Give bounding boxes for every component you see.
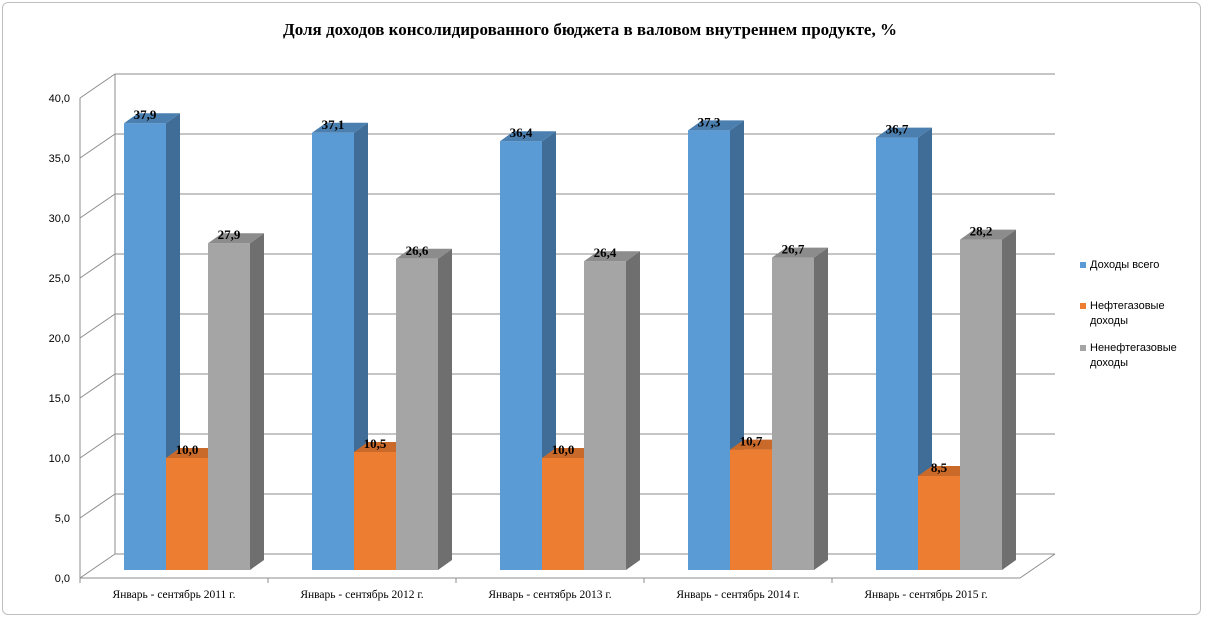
y-tick-label: 0,0 xyxy=(55,573,70,585)
x-tick-label: Январь - сентябрь 2011 г. xyxy=(113,589,236,601)
bar-side xyxy=(814,247,828,570)
gridline-diagonal xyxy=(79,73,116,99)
data-label: 10,0 xyxy=(552,442,575,457)
data-label: 10,5 xyxy=(364,436,387,451)
data-label: 28,2 xyxy=(970,224,993,239)
bar-side xyxy=(626,251,640,570)
y-tick-label: 40,0 xyxy=(49,93,70,105)
data-label: 36,4 xyxy=(510,125,533,140)
data-label: 26,4 xyxy=(594,245,617,260)
bar-top xyxy=(960,229,1016,240)
bar-front xyxy=(500,141,542,570)
bar-front xyxy=(166,458,208,570)
bar-front xyxy=(584,261,626,570)
y-tick-label: 10,0 xyxy=(49,453,70,465)
y-tick-label: 20,0 xyxy=(49,333,70,345)
data-label: 10,7 xyxy=(740,434,763,449)
gridline-diagonal xyxy=(79,253,116,279)
data-label: 26,6 xyxy=(406,243,429,258)
gridline-diagonal xyxy=(79,373,116,399)
data-label: 8,5 xyxy=(931,460,948,475)
x-tick-label: Январь - сентябрь 2014 г. xyxy=(676,589,799,601)
bar-front xyxy=(542,458,584,570)
bar-front xyxy=(688,130,730,570)
data-label: 10,0 xyxy=(176,442,199,457)
legend-label-non-oil-gas: Ненефтегазовые доходы xyxy=(1090,342,1177,369)
bar-front xyxy=(208,243,250,570)
bar-top xyxy=(396,248,452,259)
bar-side xyxy=(438,248,452,571)
chart-title: Доля доходов консолидированного бюджета … xyxy=(283,20,897,39)
gridline-diagonal xyxy=(79,493,116,519)
x-tick-label: Январь - сентябрь 2013 г. xyxy=(488,589,611,601)
legend-swatch-oil-gas xyxy=(1080,303,1086,309)
bar-front xyxy=(960,239,1002,570)
y-tick-label: 5,0 xyxy=(55,513,70,525)
bar-top xyxy=(208,233,264,244)
bar-front xyxy=(312,132,354,571)
bar-side xyxy=(1002,229,1016,570)
bar-top xyxy=(500,131,556,142)
gridline-diagonal xyxy=(79,133,116,159)
x-tick-label: Январь - сентябрь 2012 г. xyxy=(300,589,423,601)
bar-top xyxy=(772,247,828,258)
gridline-diagonal xyxy=(79,433,116,459)
gridline-diagonal xyxy=(79,553,116,579)
bar-front xyxy=(124,123,166,570)
data-label: 37,1 xyxy=(322,117,345,132)
bar-top xyxy=(312,122,368,133)
y-tick-label: 35,0 xyxy=(49,153,70,165)
data-label: 26,7 xyxy=(782,242,805,257)
gridline-diagonal xyxy=(79,313,116,339)
data-label: 27,9 xyxy=(218,227,241,242)
legend-label-oil-gas: Нефтегазовые доходы xyxy=(1090,300,1165,327)
x-tick-label: Январь - сентябрь 2015 г. xyxy=(864,589,987,601)
data-label: 37,9 xyxy=(134,107,157,122)
bar-top xyxy=(688,120,744,131)
bar-front xyxy=(730,449,772,570)
legend-label-total: Доходы всего xyxy=(1090,259,1160,271)
data-label: 37,3 xyxy=(698,114,721,129)
bar-front xyxy=(354,452,396,570)
bar-top xyxy=(124,113,180,124)
bar-front xyxy=(876,137,918,570)
y-tick-label: 25,0 xyxy=(49,273,70,285)
bar-side xyxy=(250,233,264,570)
bar-top xyxy=(584,251,640,262)
gridline-diagonal xyxy=(79,193,116,219)
legend-swatch-non-oil-gas xyxy=(1080,345,1086,351)
bar-front xyxy=(918,476,960,570)
bar-front xyxy=(396,258,438,570)
data-label: 36,7 xyxy=(886,122,909,137)
y-tick-label: 30,0 xyxy=(49,213,70,225)
bar-front xyxy=(772,257,814,570)
floor-edge xyxy=(1019,553,1056,579)
legend-swatch-total xyxy=(1080,262,1086,268)
bar-side xyxy=(918,127,932,570)
y-tick-label: 15,0 xyxy=(49,393,70,405)
bar-top xyxy=(876,127,932,138)
